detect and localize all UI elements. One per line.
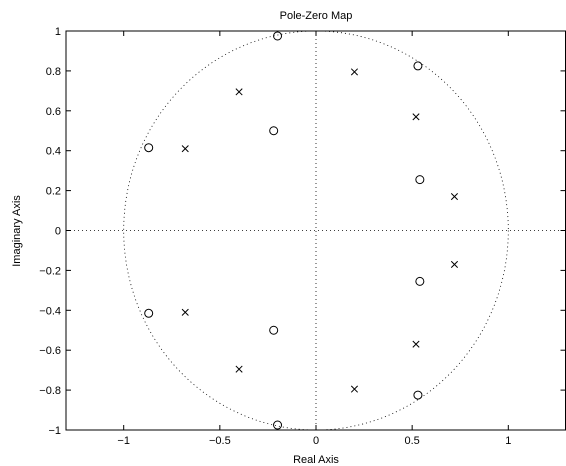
y-tick-label: −1 [48, 425, 61, 437]
x-tick-label: 1 [505, 435, 511, 447]
chart-title: Pole-Zero Map [280, 10, 353, 22]
y-tick-label: 0 [55, 226, 61, 238]
x-tick-label: −1 [117, 435, 130, 447]
pole-marker [181, 308, 189, 316]
pole-marker [450, 193, 459, 201]
pole-marker [412, 113, 420, 121]
zero-marker [273, 420, 283, 430]
pole-marker [235, 365, 243, 373]
zero-marker [144, 308, 154, 318]
zero-marker [269, 325, 279, 335]
zero-marker [413, 390, 423, 400]
y-tick-label: −0.6 [39, 345, 61, 357]
x-tick-label: 0 [313, 435, 319, 447]
zero-marker [415, 276, 425, 286]
pole-marker [350, 385, 359, 393]
pole-marker [350, 68, 359, 76]
y-tick-label: 0.8 [46, 66, 61, 78]
pole-marker [235, 88, 243, 96]
zero-marker [269, 126, 279, 136]
y-tick-label: 1 [55, 26, 61, 38]
x-axis-title: Real Axis [293, 454, 339, 466]
y-axis-title: Imaginary Axis [11, 195, 23, 267]
x-tick-label: −0.5 [209, 435, 231, 447]
pole-marker [412, 340, 420, 348]
y-tick-label: −0.4 [39, 305, 61, 317]
pole-marker [450, 260, 459, 268]
zero-marker [413, 61, 423, 71]
y-tick-label: −0.8 [39, 385, 61, 397]
zero-marker [273, 31, 283, 41]
y-tick-label: 0.2 [46, 186, 61, 198]
y-tick-label: −0.2 [39, 265, 61, 277]
pole-marker [181, 145, 189, 153]
zero-marker [415, 175, 425, 185]
unit-circle [123, 30, 509, 431]
zero-marker [144, 143, 154, 153]
y-tick-label: 0.4 [46, 146, 61, 158]
plot-area: −1 −0.5 0 0.5 1 −1 −0.8 −0.6 −0.4 −0.2 0 0.2 0.4 0.6 0… [39, 26, 566, 447]
x-tick-label: 0.5 [405, 435, 420, 447]
y-tick-label: 0.6 [46, 106, 61, 118]
